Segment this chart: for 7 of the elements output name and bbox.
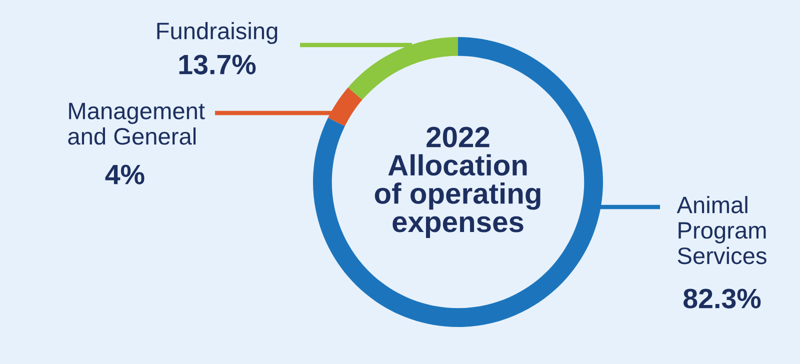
slice-label: Animal Program Services [676,196,766,264]
slice-label: Management and General [68,102,205,145]
data-label: 4% [105,164,144,184]
text: 2022 Allocation of operating expenses [374,126,540,238]
data-label: 82.3% [684,288,761,308]
data-label: 13.7% [179,54,256,74]
slice-label: Fundraising [157,22,278,44]
